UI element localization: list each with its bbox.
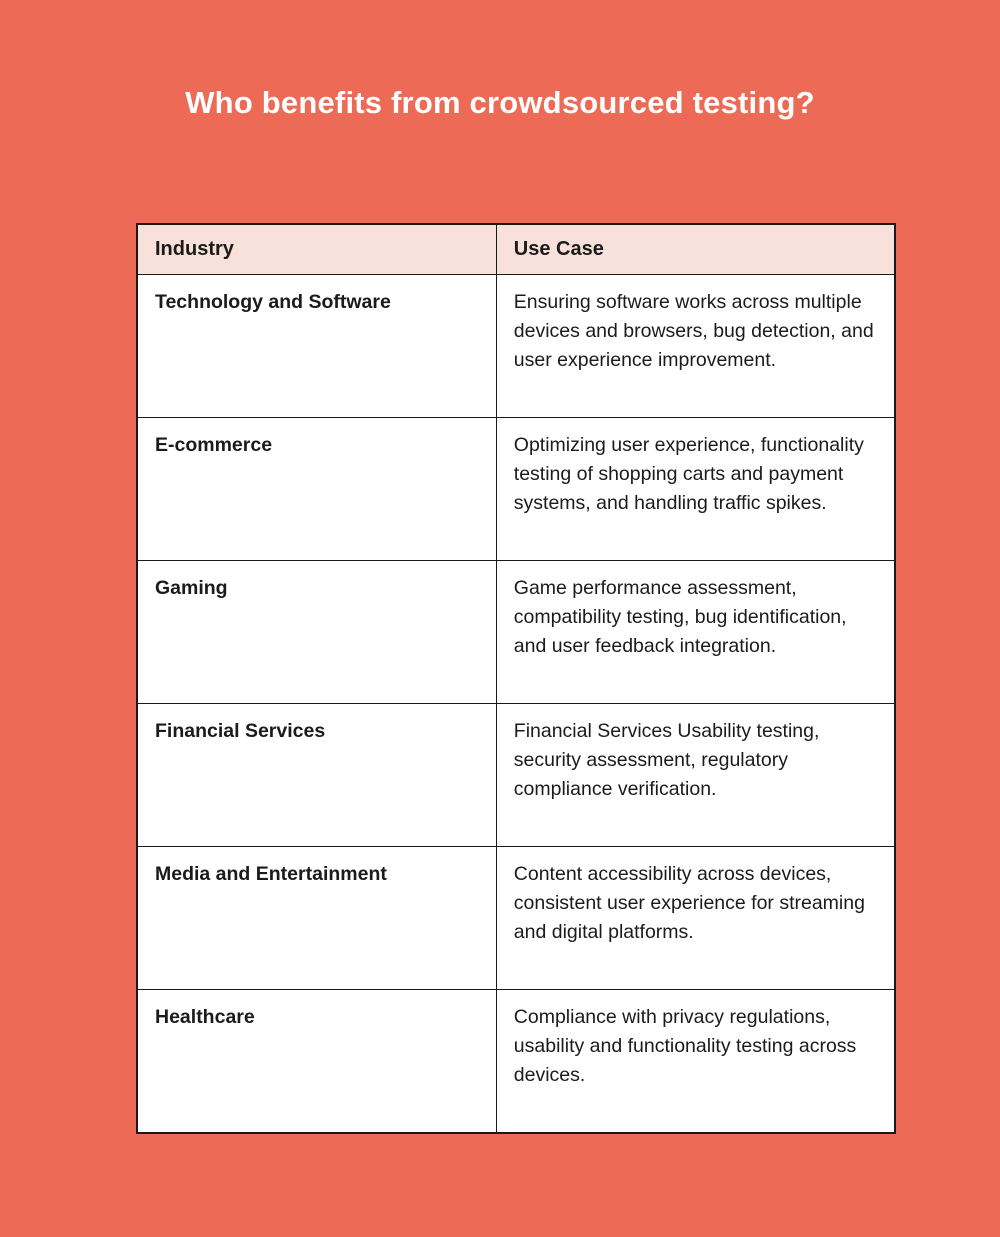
page-title: Who benefits from crowdsourced testing? [185, 85, 815, 120]
benefits-table-container: Industry Use Case Technology and Softwar… [136, 223, 896, 1134]
table-row: Media and Entertainment Content accessib… [136, 846, 896, 990]
industry-cell: Media and Entertainment [136, 846, 497, 990]
industry-cell: Healthcare [136, 989, 497, 1134]
table-row: Financial Services Financial Services Us… [136, 703, 896, 847]
use-case-cell: Optimizing user experience, functionalit… [495, 417, 896, 561]
use-case-cell: Compliance with privacy regulations, usa… [495, 989, 896, 1134]
industry-cell: E-commerce [136, 417, 497, 561]
table-row: Technology and Software Ensuring softwar… [136, 274, 896, 418]
header-row: Industry Use Case [136, 223, 896, 275]
use-case-cell: Content accessibility across devices, co… [495, 846, 896, 990]
table-body: Technology and Software Ensuring softwar… [136, 274, 896, 1134]
industry-cell: Financial Services [136, 703, 497, 847]
table-row: E-commerce Optimizing user experience, f… [136, 417, 896, 561]
use-case-cell: Ensuring software works across multiple … [495, 274, 896, 418]
benefits-table: Industry Use Case Technology and Softwar… [136, 223, 896, 1134]
industry-cell: Gaming [136, 560, 497, 704]
table-row: Healthcare Compliance with privacy regul… [136, 989, 896, 1134]
use-case-cell: Game performance assessment, compatibili… [495, 560, 896, 704]
column-header-use-case: Use Case [495, 223, 896, 275]
use-case-cell: Financial Services Usability testing, se… [495, 703, 896, 847]
table-row: Gaming Game performance assessment, comp… [136, 560, 896, 704]
industry-cell: Technology and Software [136, 274, 497, 418]
table-header: Industry Use Case [136, 223, 896, 275]
column-header-industry: Industry [136, 223, 497, 275]
